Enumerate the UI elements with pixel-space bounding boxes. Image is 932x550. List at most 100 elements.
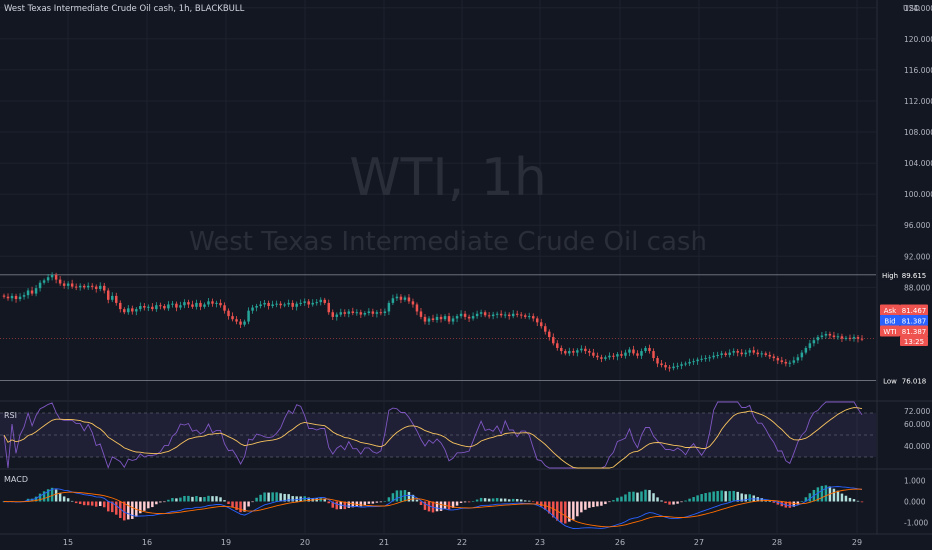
candle-body (22, 295, 26, 297)
macd-histogram-bar (391, 493, 395, 502)
candle-body (471, 316, 475, 319)
candle-body (131, 308, 134, 312)
price-tick-label: 104.000 (904, 159, 932, 168)
candle-body (411, 301, 415, 305)
macd-histogram-bar (271, 492, 274, 502)
macd-histogram-bar (636, 492, 639, 502)
macd-histogram-bar (824, 485, 828, 502)
macd-histogram-bar (463, 501, 467, 503)
macd-histogram-bar (531, 501, 535, 503)
macd-histogram-bar (724, 491, 727, 502)
candle-body (804, 347, 808, 353)
candle-body (712, 355, 715, 358)
macd-histogram-bar (203, 497, 206, 502)
candle-body (596, 355, 599, 358)
price-tick-label: 108.000 (904, 128, 932, 137)
macd-histogram-bar (860, 501, 864, 503)
macd-histogram-bar (371, 501, 375, 504)
macd-histogram-bar (379, 501, 383, 503)
macd-histogram-bar (792, 501, 796, 507)
low-value-bg (900, 374, 928, 386)
x-tick-label: 15 (63, 538, 73, 547)
candle-body (564, 351, 567, 354)
macd-histogram-bar (507, 499, 511, 502)
macd-tick-label: 1.000 (904, 477, 926, 486)
macd-histogram-bar (704, 493, 707, 502)
macd-histogram-bar (383, 501, 387, 502)
macd-histogram-bar (499, 498, 503, 502)
high-value-bg (900, 269, 928, 281)
macd-histogram-bar (215, 496, 218, 502)
candle-body (459, 313, 463, 317)
macd-histogram-bar (672, 501, 675, 505)
candle-body (696, 359, 699, 362)
macd-histogram-bar (255, 497, 258, 502)
rsi-ma-line (3, 407, 863, 469)
candle-body (387, 302, 391, 312)
macd-histogram-bar (495, 498, 499, 502)
macd-histogram-bar (708, 492, 711, 502)
candle-body (439, 316, 443, 320)
macd-tick-label: -1.000 (904, 519, 928, 528)
candle-body (395, 296, 399, 299)
candle-body (243, 321, 246, 325)
candle-body (800, 352, 804, 358)
macd-histogram-bar (848, 497, 852, 502)
candle-body (748, 350, 751, 353)
macd-histogram-bar (143, 501, 146, 511)
candle-body (102, 285, 106, 291)
candle-body (856, 337, 860, 339)
candle-body (66, 283, 70, 286)
macd-histogram-bar (415, 499, 419, 502)
candle-body (764, 353, 768, 355)
macd-histogram-bar (223, 500, 226, 502)
macd-histogram-bar (856, 500, 860, 502)
macd-histogram-bar (90, 501, 94, 506)
macd-histogram-bar (628, 491, 631, 502)
candle-body (447, 316, 451, 322)
macd-histogram-bar (527, 500, 531, 502)
candle-body (287, 302, 290, 305)
x-tick-label: 28 (772, 538, 782, 547)
candle-body (507, 314, 511, 317)
macd-histogram-bar (399, 490, 403, 502)
macd-histogram-bar (688, 498, 691, 502)
candle-body (167, 304, 170, 309)
macd-histogram-bar (86, 501, 90, 506)
macd-histogram-bar (347, 501, 351, 508)
candle-body (235, 319, 238, 322)
macd-histogram-bar (199, 497, 202, 502)
macd-histogram-bar (159, 501, 162, 503)
macd-histogram-bar (179, 497, 182, 502)
candle-body (776, 358, 780, 361)
candle-body (423, 316, 427, 322)
candle-body (487, 315, 491, 317)
candle-body (175, 303, 178, 308)
candle-body (207, 301, 210, 305)
macd-histogram-bar (536, 501, 539, 504)
macd-histogram-bar (584, 501, 587, 510)
macd-histogram-bar (808, 493, 812, 502)
macd-histogram-bar (375, 501, 379, 503)
candle-body (860, 338, 864, 340)
candle-body (107, 290, 110, 300)
candle-body (379, 312, 383, 314)
macd-histogram-bar (644, 489, 647, 502)
macd-histogram-bar (275, 492, 278, 502)
macd-histogram-bar (560, 501, 563, 523)
candle-body (323, 299, 326, 303)
macd-signal-line (3, 488, 863, 528)
candle-body (584, 348, 587, 352)
macd-histogram-bar (331, 501, 335, 508)
macd-histogram-bar (716, 491, 719, 502)
candle-body (187, 302, 190, 305)
candle-body (94, 286, 98, 289)
candle-body (828, 333, 832, 336)
candle-body (50, 274, 54, 278)
macd-histogram-bar (608, 501, 611, 503)
candle-body (247, 310, 250, 322)
candle-body (46, 277, 50, 281)
price-tick-label: 96.000 (904, 221, 930, 230)
macd-histogram-bar (139, 501, 142, 514)
